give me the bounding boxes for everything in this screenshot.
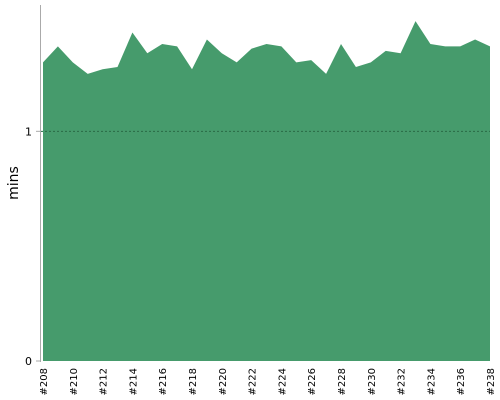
x-tick-label: #212 — [99, 368, 110, 395]
y-axis-label: mins — [6, 166, 22, 200]
x-tick-label: #218 — [188, 368, 199, 395]
x-tick-label: #222 — [248, 368, 259, 395]
x-tick-label: #230 — [367, 368, 378, 395]
y-tick-label: 0 — [25, 355, 32, 368]
x-tick-label: #210 — [69, 368, 80, 395]
x-tick-label: #220 — [218, 368, 229, 395]
x-tick-label: #216 — [158, 368, 169, 395]
x-tick-label: #224 — [277, 368, 288, 395]
x-tick-label: #228 — [337, 368, 348, 395]
x-tick-label: #238 — [486, 368, 497, 395]
x-tick-label: #236 — [456, 368, 467, 395]
area — [43, 21, 490, 361]
x-tick-label: #232 — [397, 368, 408, 395]
x-tick-label: #226 — [307, 368, 318, 395]
y-tick-label: 1 — [25, 125, 32, 138]
x-tick-label: #208 — [39, 368, 50, 395]
x-tick-label: #234 — [426, 368, 437, 395]
x-tick-label: #214 — [128, 368, 139, 395]
